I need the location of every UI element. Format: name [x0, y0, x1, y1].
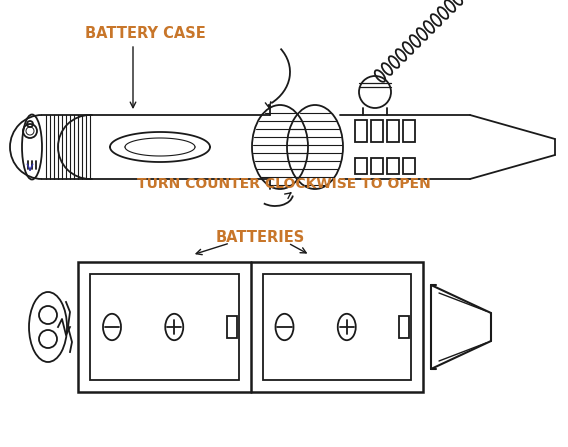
Bar: [78, 262, 423, 392]
Text: BATTERIES: BATTERIES: [215, 229, 304, 245]
Bar: [371, 120, 383, 142]
Bar: [355, 158, 367, 174]
Bar: [399, 316, 409, 338]
Text: BATTERY CASE: BATTERY CASE: [85, 26, 206, 42]
Bar: [403, 158, 415, 174]
Bar: [403, 120, 415, 142]
Bar: [387, 120, 399, 142]
Bar: [90, 274, 239, 380]
Bar: [387, 158, 399, 174]
Bar: [371, 158, 383, 174]
Bar: [262, 274, 411, 380]
Bar: [355, 120, 367, 142]
Bar: [227, 316, 236, 338]
Text: TURN COUNTER CLOCKWISE TO OPEN: TURN COUNTER CLOCKWISE TO OPEN: [137, 177, 431, 191]
